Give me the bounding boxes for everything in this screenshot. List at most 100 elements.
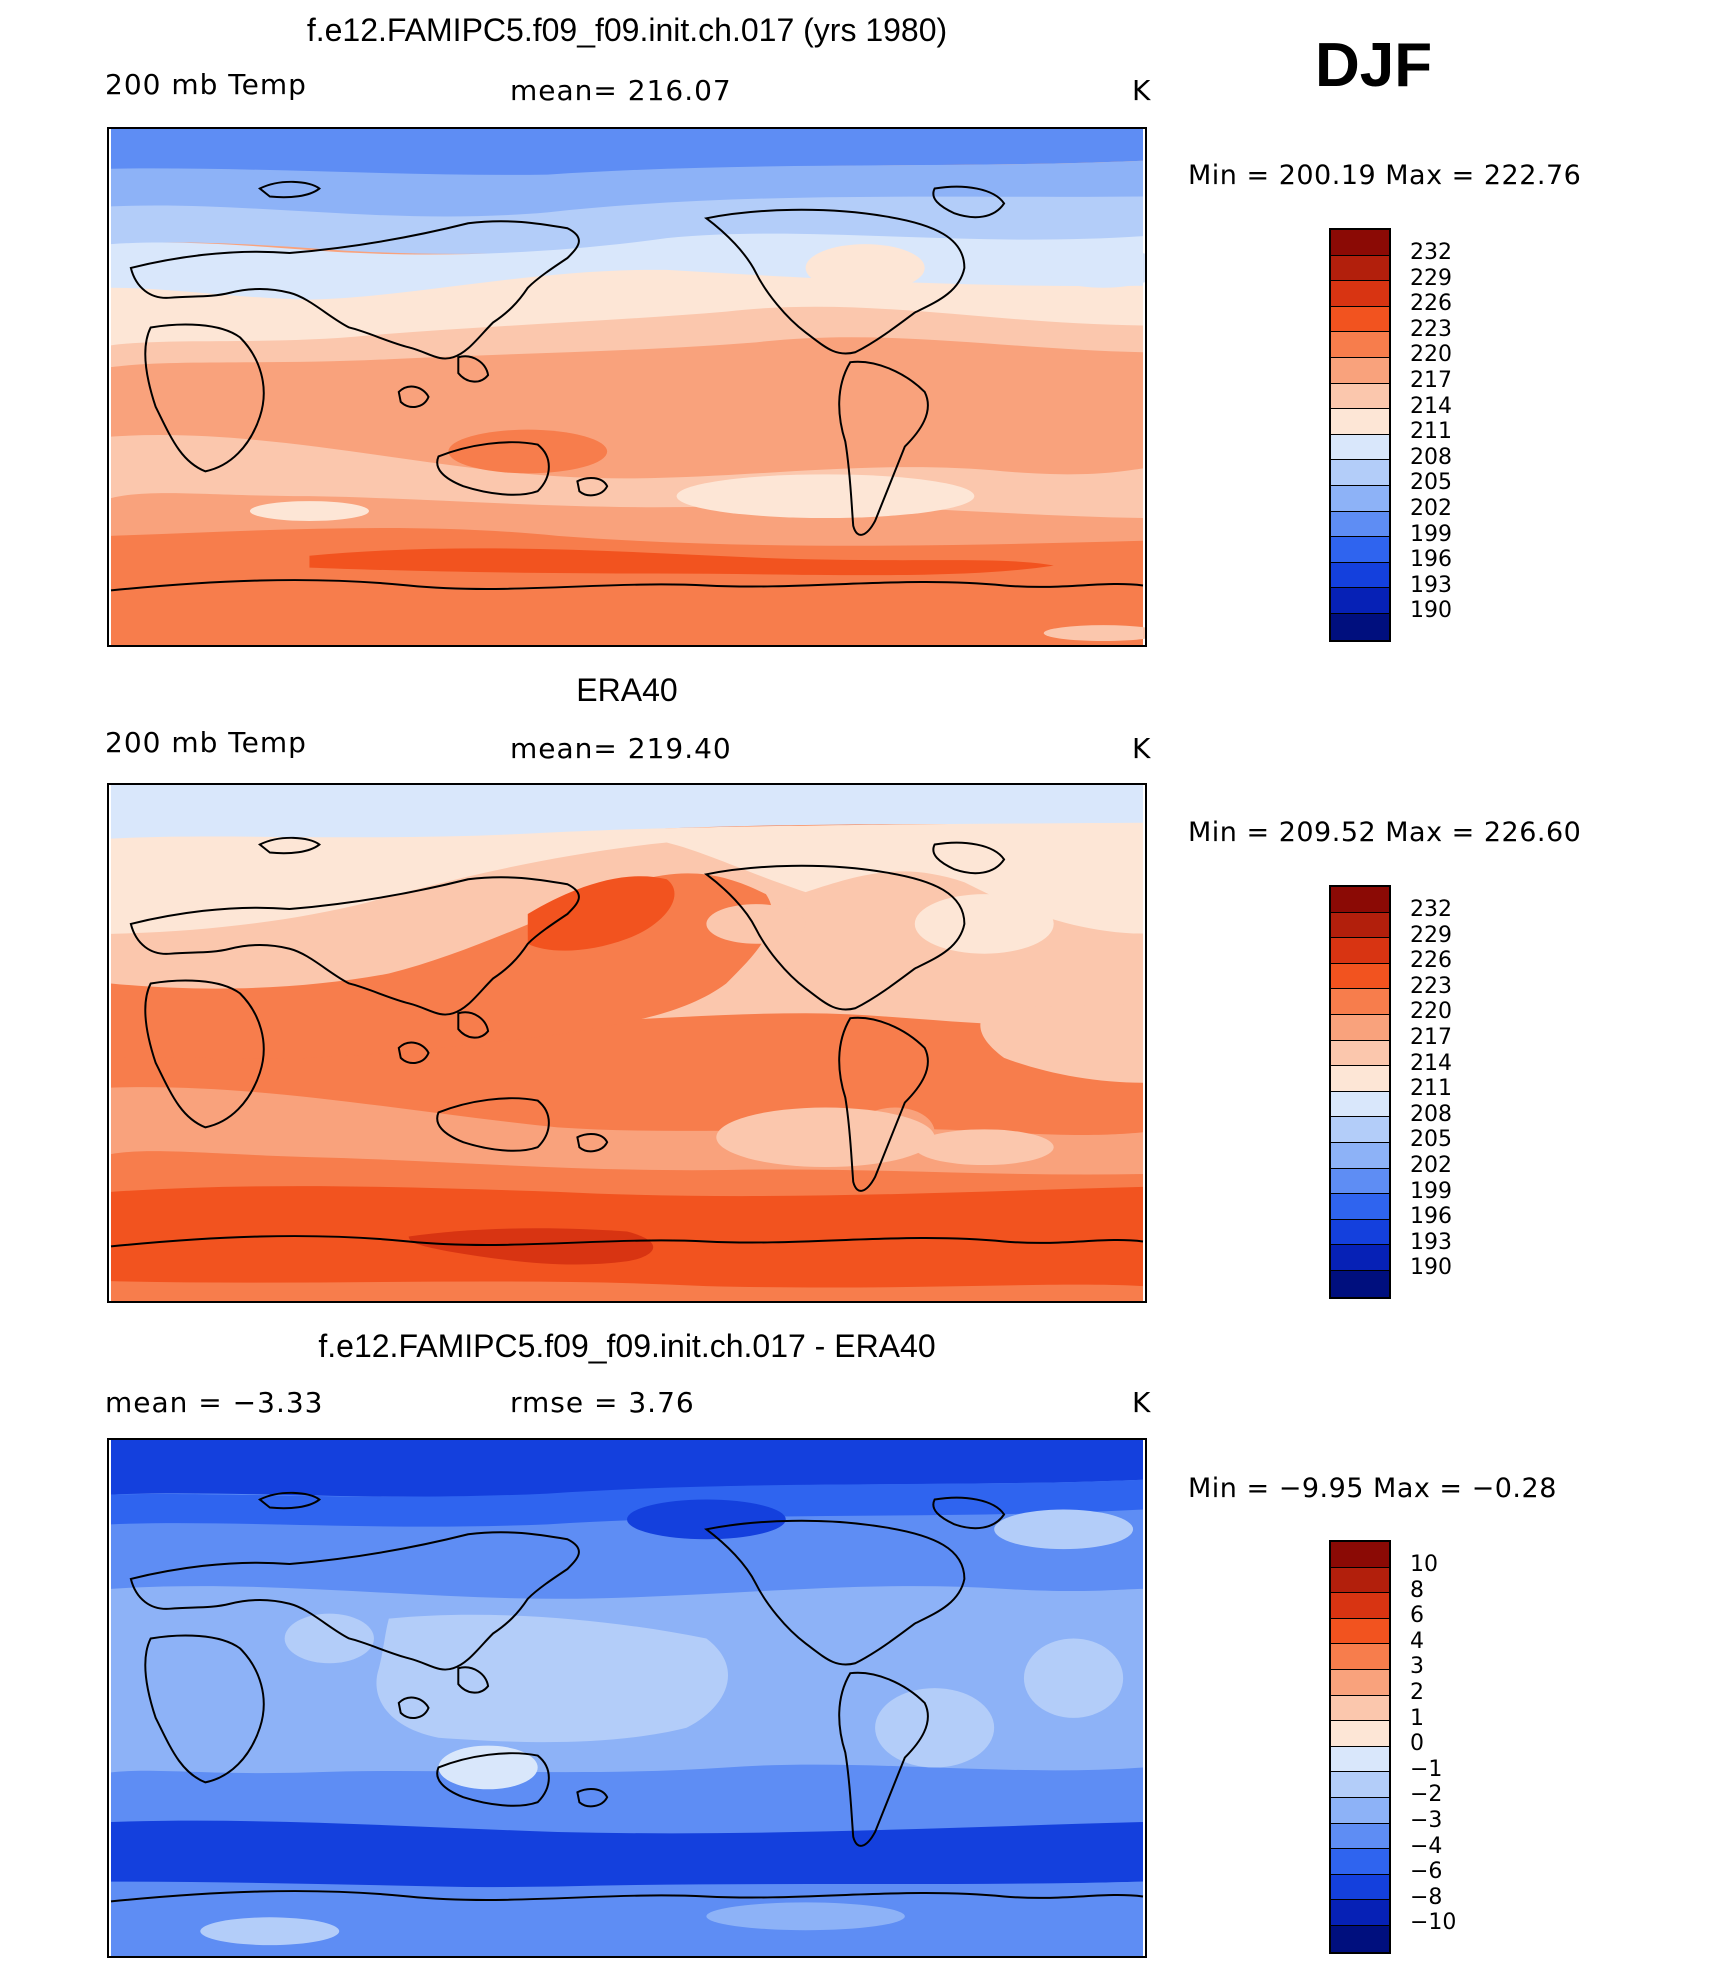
colorbar-tick-label: −2 (1410, 1782, 1443, 1808)
colorbar-swatch (1331, 434, 1389, 461)
colorbar-tick-label: 3 (1410, 1654, 1424, 1680)
colorbar-tick-label: 226 (1410, 948, 1452, 974)
colorbar-tick-label: 10 (1410, 1552, 1438, 1577)
colorbar-swatch (1331, 1823, 1389, 1850)
colorbar-swatch (1331, 1066, 1389, 1092)
panel-2-minmax: Min = 209.52 Max = 226.60 (1188, 817, 1582, 848)
colorbar-tick-label: 4 (1410, 1628, 1424, 1654)
colorbar-tick-label: 211 (1410, 1076, 1452, 1102)
colorbar-swatch (1331, 1142, 1389, 1169)
colorbar-swatch (1331, 1593, 1389, 1619)
colorbar-swatch (1331, 1014, 1389, 1041)
colorbar-swatch (1331, 1542, 1389, 1568)
colorbar-swatch (1331, 963, 1389, 990)
colorbar-tick-label: 232 (1410, 897, 1452, 922)
panel-2-colorbar (1329, 885, 1391, 1299)
colorbar-tick-label: 8 (1410, 1577, 1424, 1603)
colorbar-tick-label: 226 (1410, 291, 1452, 317)
colorbar-tick-label: 193 (1410, 572, 1452, 598)
colorbar-tick-label: 223 (1410, 316, 1452, 342)
colorbar-tick-label: 205 (1410, 470, 1452, 496)
colorbar-swatch (1331, 485, 1389, 512)
panel-2-title: ERA40 (576, 672, 678, 708)
colorbar-swatch (1331, 912, 1389, 939)
colorbar-tick-label: −8 (1410, 1884, 1443, 1910)
colorbar-swatch (1331, 1900, 1389, 1926)
panel-2-colorbar-ticks: 232 229 226 223 220 217 214 211 208 205 202 199 196 1… (1410, 897, 1452, 1281)
colorbar-tick-label: 2 (1410, 1679, 1424, 1705)
colorbar-swatch (1331, 281, 1389, 307)
season-label: DJF (1315, 31, 1433, 100)
colorbar-tick-label: 199 (1410, 521, 1452, 547)
colorbar-swatch (1331, 989, 1389, 1015)
colorbar-swatch (1331, 1797, 1389, 1824)
colorbar-tick-label: −3 (1410, 1807, 1443, 1833)
colorbar-tick-label: 6 (1410, 1603, 1424, 1629)
colorbar-swatch (1331, 1567, 1389, 1594)
colorbar-tick-label: −10 (1410, 1910, 1457, 1936)
colorbar-swatch (1331, 1925, 1389, 1952)
panel-3-map (107, 1438, 1147, 1958)
panel-1-minmax: Min = 200.19 Max = 222.76 (1188, 160, 1582, 191)
colorbar-tick-label: 229 (1410, 922, 1452, 948)
colorbar-tick-label: 196 (1410, 547, 1452, 573)
colorbar-swatch (1331, 1091, 1389, 1118)
panel-3-minmax: Min = −9.95 Max = −0.28 (1188, 1473, 1557, 1504)
colorbar-tick-label: 220 (1410, 999, 1452, 1025)
colorbar-tick-label: −4 (1410, 1833, 1443, 1859)
colorbar-swatch (1331, 588, 1389, 614)
colorbar-tick-label: 1 (1410, 1705, 1424, 1731)
colorbar-tick-label: 223 (1410, 973, 1452, 999)
colorbar-tick-label: 0 (1410, 1731, 1424, 1757)
colorbar-swatch (1331, 1669, 1389, 1696)
panel-3-center-label: rmse = 3.76 (510, 1386, 695, 1419)
colorbar-swatch (1331, 938, 1389, 964)
panel-1-title: f.e12.FAMIPC5.f09_f09.init.ch.017 (yrs 1… (306, 12, 948, 48)
colorbar-swatch (1331, 1695, 1389, 1722)
colorbar-tick-label: 196 (1410, 1204, 1452, 1230)
colorbar-swatch (1331, 383, 1389, 410)
colorbar-swatch (1331, 230, 1389, 256)
colorbar-swatch (1331, 1219, 1389, 1246)
colorbar-swatch (1331, 613, 1389, 640)
colorbar-tick-label: 220 (1410, 342, 1452, 368)
colorbar-swatch (1331, 1772, 1389, 1798)
colorbar-swatch (1331, 1874, 1389, 1901)
panel-2-left-label: 200 mb Temp (105, 726, 307, 759)
colorbar-tick-label: 217 (1410, 1024, 1452, 1050)
colorbar-swatch (1331, 255, 1389, 282)
colorbar-tick-label: 208 (1410, 444, 1452, 470)
panel-1-map (107, 127, 1147, 647)
panel-3-left-label: mean = −3.33 (105, 1386, 324, 1419)
colorbar-swatch (1331, 306, 1389, 333)
colorbar-tick-label: 202 (1410, 1152, 1452, 1178)
colorbar-swatch (1331, 562, 1389, 589)
colorbar-tick-label: 202 (1410, 495, 1452, 521)
colorbar-tick-label: 190 (1410, 1255, 1452, 1281)
colorbar-swatch (1331, 1270, 1389, 1297)
colorbar-swatch (1331, 511, 1389, 538)
colorbar-swatch (1331, 460, 1389, 486)
colorbar-tick-label: 232 (1410, 240, 1452, 265)
colorbar-swatch (1331, 332, 1389, 358)
colorbar-swatch (1331, 409, 1389, 435)
panel-1-center-label: mean= 216.07 (510, 74, 732, 107)
colorbar-tick-label: 211 (1410, 419, 1452, 445)
colorbar-tick-label: 214 (1410, 393, 1452, 419)
colorbar-tick-label: 199 (1410, 1178, 1452, 1204)
colorbar-tick-label: 190 (1410, 598, 1452, 624)
colorbar-swatch (1331, 1040, 1389, 1067)
panel-1-left-label: 200 mb Temp (105, 68, 307, 101)
panel-2-center-label: mean= 219.40 (510, 732, 732, 765)
colorbar-tick-label: 217 (1410, 367, 1452, 393)
colorbar-swatch (1331, 537, 1389, 563)
colorbar-tick-label: 193 (1410, 1229, 1452, 1255)
panel-3-title: f.e12.FAMIPC5.f09_f09.init.ch.017 - ERA4… (318, 1328, 936, 1364)
colorbar-swatch (1331, 1849, 1389, 1875)
panel-1-colorbar (1329, 228, 1391, 642)
colorbar-swatch (1331, 1117, 1389, 1143)
colorbar-tick-label: 205 (1410, 1127, 1452, 1153)
panel-3-units: K (1132, 1386, 1152, 1419)
colorbar-tick-label: 229 (1410, 265, 1452, 291)
colorbar-swatch (1331, 1168, 1389, 1195)
